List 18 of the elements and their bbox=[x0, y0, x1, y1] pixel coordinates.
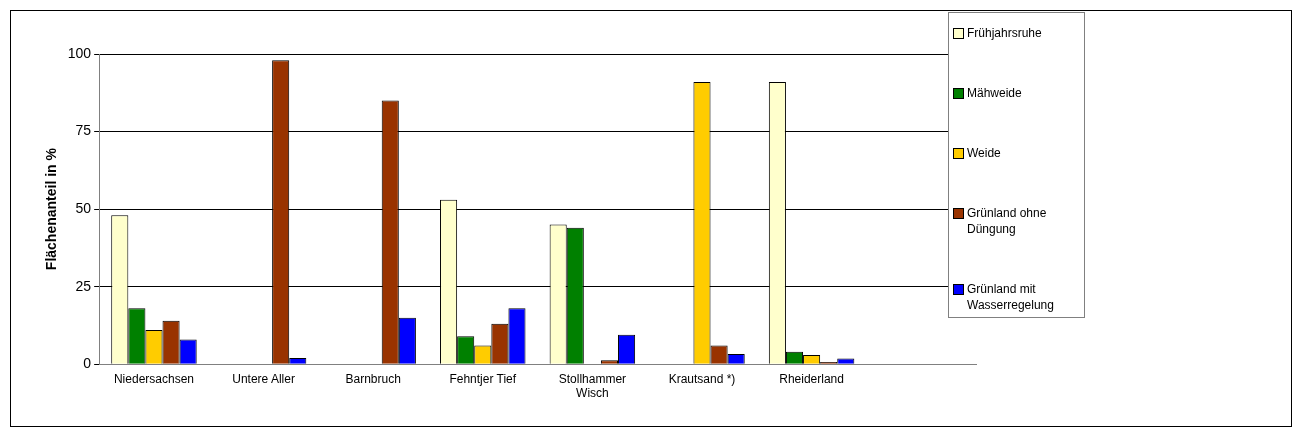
x-tick-label: Untere Aller bbox=[232, 371, 295, 386]
legend-label: Grünland mit Wasserregelung bbox=[967, 281, 1055, 313]
y-tick-label: 0 bbox=[83, 355, 92, 372]
x-tick-label: Stollhammer Wisch bbox=[558, 371, 627, 401]
y-tick-label: 100 bbox=[67, 44, 92, 61]
legend-label: Weide bbox=[967, 145, 1001, 161]
legend-label: Grünland ohne Düngung bbox=[967, 205, 1048, 237]
x-tick-label: Barnbruch bbox=[345, 371, 401, 386]
y-tick-label: 25 bbox=[75, 277, 92, 294]
y-tick-label: 50 bbox=[75, 199, 92, 216]
legend-label: Mähweide bbox=[967, 85, 1022, 101]
x-tick-label: Krautsand *) bbox=[668, 371, 736, 386]
x-tick-label: Fehntjer Tief bbox=[449, 371, 517, 386]
x-tick-label: Niedersachsen bbox=[113, 371, 194, 386]
y-axis-title: Flächenanteil in % bbox=[43, 147, 60, 271]
legend-label: Frühjahrsruhe bbox=[967, 25, 1042, 41]
y-tick-label: 75 bbox=[75, 122, 92, 139]
x-tick-label: Rheiderland bbox=[779, 371, 844, 386]
